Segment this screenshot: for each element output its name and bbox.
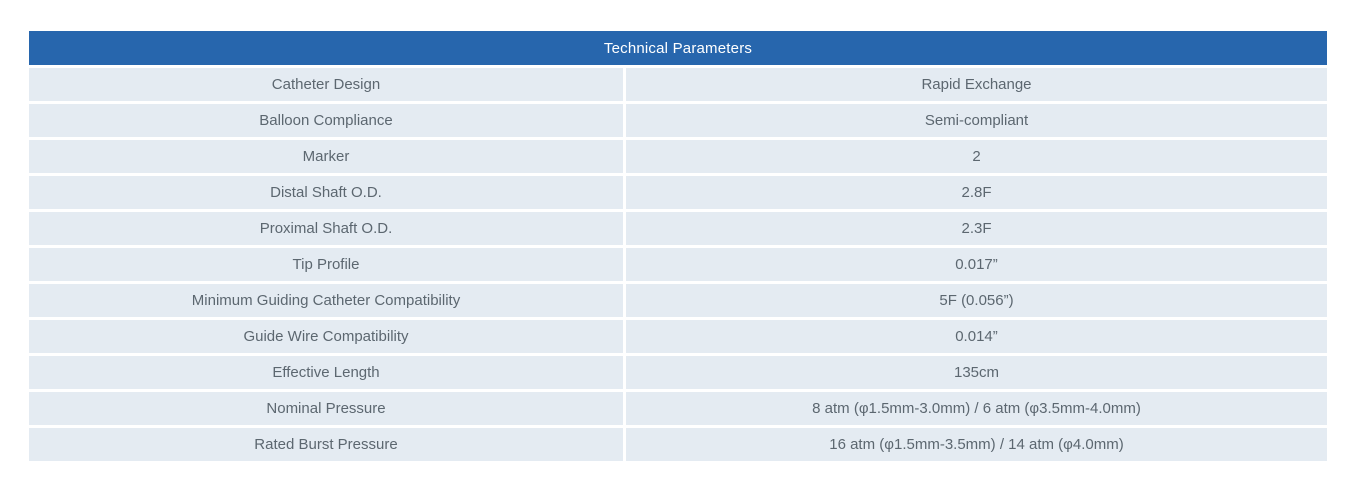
param-label: Guide Wire Compatibility — [29, 320, 623, 353]
param-value: Semi-compliant — [626, 104, 1327, 137]
param-value: Rapid Exchange — [626, 68, 1327, 101]
param-label: Minimum Guiding Catheter Compatibility — [29, 284, 623, 317]
table-row: Minimum Guiding Catheter Compatibility 5F… — [29, 284, 1327, 317]
table-row: Rated Burst Pressure 16 atm (φ1.5mm-3.5mm… — [29, 428, 1327, 461]
table-row: Guide Wire Compatibility 0.014” — [29, 320, 1327, 353]
table-row: Tip Profile 0.017” — [29, 248, 1327, 281]
param-label: Balloon Compliance — [29, 104, 623, 137]
table-row: Nominal Pressure 8 atm (φ1.5mm-3.0mm) / 6… — [29, 392, 1327, 425]
param-label: Rated Burst Pressure — [29, 428, 623, 461]
table-body: Catheter Design Rapid Exchange Balloon Com… — [29, 68, 1327, 461]
param-label: Proximal Shaft O.D. — [29, 212, 623, 245]
param-value: 0.014” — [626, 320, 1327, 353]
table-row: Marker 2 — [29, 140, 1327, 173]
param-label: Distal Shaft O.D. — [29, 176, 623, 209]
param-value: 135cm — [626, 356, 1327, 389]
table-row: Proximal Shaft O.D. 2.3F — [29, 212, 1327, 245]
param-label: Catheter Design — [29, 68, 623, 101]
param-value: 16 atm (φ1.5mm-3.5mm) / 14 atm (φ4.0mm) — [626, 428, 1327, 461]
table-row: Effective Length 135cm — [29, 356, 1327, 389]
param-label: Nominal Pressure — [29, 392, 623, 425]
technical-parameters-table: Technical Parameters Catheter Design Rapi… — [29, 31, 1327, 464]
param-value: 2.3F — [626, 212, 1327, 245]
param-value: 2 — [626, 140, 1327, 173]
param-label: Effective Length — [29, 356, 623, 389]
table-row: Balloon Compliance Semi-compliant — [29, 104, 1327, 137]
table-row: Distal Shaft O.D. 2.8F — [29, 176, 1327, 209]
param-value: 0.017” — [626, 248, 1327, 281]
table-title-bar: Technical Parameters — [29, 31, 1327, 65]
param-label: Tip Profile — [29, 248, 623, 281]
param-label: Marker — [29, 140, 623, 173]
table-row: Catheter Design Rapid Exchange — [29, 68, 1327, 101]
param-value: 8 atm (φ1.5mm-3.0mm) / 6 atm (φ3.5mm-4.0… — [626, 392, 1327, 425]
table-title: Technical Parameters — [603, 39, 753, 57]
param-value: 5F (0.056”) — [626, 284, 1327, 317]
param-value: 2.8F — [626, 176, 1327, 209]
